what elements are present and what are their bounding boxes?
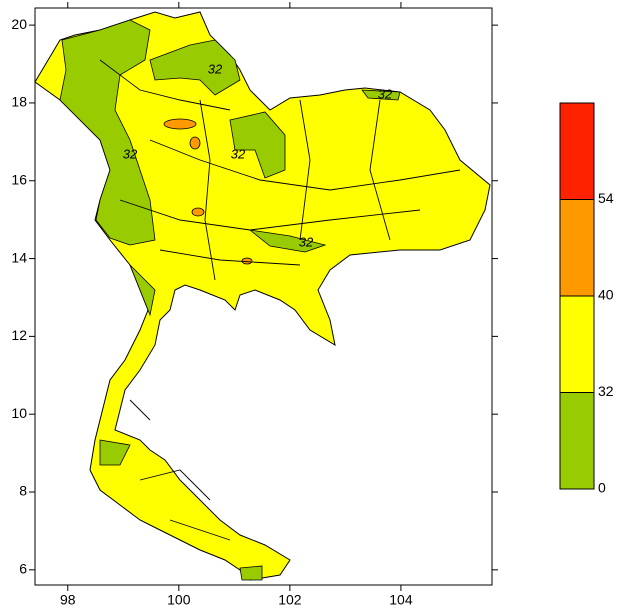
y-tick-label: 16 <box>11 171 27 187</box>
colorbar-segment <box>559 295 595 393</box>
colorbar-label: 54 <box>598 190 614 206</box>
contour-label: 32 <box>378 86 393 101</box>
axes: 98 100 102 104 6 8 10 12 14 16 18 20 <box>11 2 498 608</box>
contour-label: 32 <box>231 146 246 161</box>
plot-frame <box>34 7 493 586</box>
contour-label: 32 <box>299 234 314 249</box>
contour-label: 32 <box>208 61 223 76</box>
green-zone <box>248 229 327 253</box>
y-tick-label: 10 <box>11 405 27 421</box>
green-zone <box>99 439 131 466</box>
y-tick-label: 14 <box>11 249 27 265</box>
green-zone <box>239 565 263 581</box>
country-shape <box>34 11 491 581</box>
orange-zone <box>241 257 253 265</box>
x-tick-label: 100 <box>167 592 191 608</box>
colorbar: 0 32 40 54 <box>559 102 614 496</box>
green-zone <box>149 39 241 96</box>
colorbar-label: 40 <box>598 287 614 303</box>
green-zone <box>59 19 156 246</box>
y-tick-label: 20 <box>11 16 27 32</box>
contour-label: 32 <box>123 146 138 161</box>
green-zone <box>361 89 401 101</box>
map-land <box>34 11 491 581</box>
orange-zone <box>163 118 197 130</box>
y-tick-label: 18 <box>11 94 27 110</box>
colorbar-segment <box>559 102 595 200</box>
y-tick-label: 8 <box>19 483 27 499</box>
colorbar-label: 0 <box>598 480 606 496</box>
colorbar-segment <box>559 392 595 490</box>
x-tick-label: 104 <box>389 592 413 608</box>
orange-zone <box>189 136 201 150</box>
x-tick-label: 102 <box>278 592 302 608</box>
province-borders <box>99 59 461 541</box>
y-tick-label: 12 <box>11 327 27 343</box>
colorbar-label: 32 <box>598 383 614 399</box>
y-tick-label: 6 <box>19 561 27 577</box>
green-zone <box>229 111 286 179</box>
contour-labels: 32 32 32 32 32 <box>123 61 393 249</box>
colorbar-segment <box>559 199 595 297</box>
orange-zone <box>191 207 205 217</box>
x-tick-label: 98 <box>60 592 76 608</box>
green-zone <box>129 264 156 317</box>
